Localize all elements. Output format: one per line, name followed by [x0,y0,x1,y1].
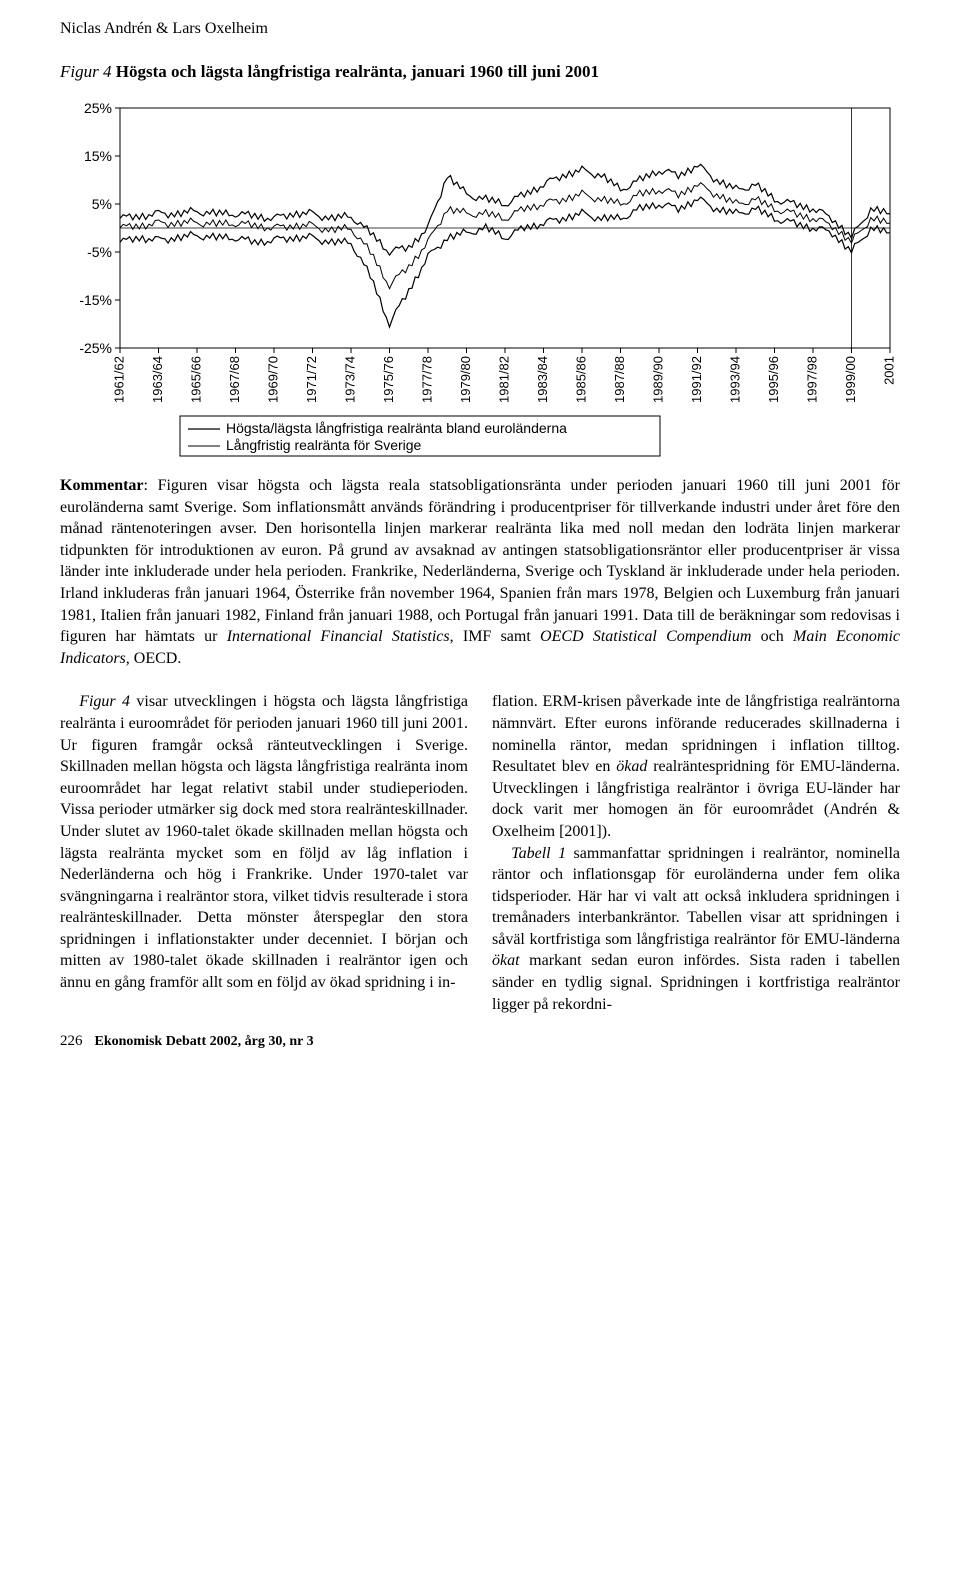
svg-text:1961/62: 1961/62 [111,356,126,403]
kommentar-label: Kommentar [60,477,144,494]
tabell-ref: Tabell 1 [511,845,566,862]
page-number: 226 [60,1033,83,1050]
page-footer: 226 Ekonomisk Debatt 2002, årg 30, nr 3 [60,1033,900,1050]
svg-text:1997/98: 1997/98 [804,356,819,403]
svg-text:5%: 5% [92,196,112,212]
column-right: flation. ERM-krisen påverkade inte de lå… [492,691,900,1015]
svg-text:1977/78: 1977/78 [419,356,434,403]
kommentar-italic1: International Financial Statistics [227,628,450,645]
figure-title: Figur 4 Högsta och lägsta långfristiga r… [60,62,900,82]
svg-text:1999/00: 1999/00 [843,356,858,403]
kommentar-italic2: OECD Statistical Compendium [540,628,751,645]
authors-line: Niclas Andrén & Lars Oxelheim [60,20,900,38]
kommentar-text-post: , OECD. [126,650,182,667]
chart-container: 25% 15% 5% -5% -15% -25%1961/62 1963/64 1965/66… [60,98,900,463]
svg-text:1995/96: 1995/96 [766,356,781,403]
svg-text:1991/92: 1991/92 [689,356,704,403]
svg-text:1973/74: 1973/74 [342,356,357,403]
svg-text:1965/66: 1965/66 [188,356,203,403]
fig-ref-left: Figur 4 [79,693,130,710]
svg-text:-15%: -15% [79,292,112,308]
figure-title-text: Högsta och lägsta långfristiga realränta… [116,62,599,81]
svg-text:1983/84: 1983/84 [535,356,550,403]
svg-text:15%: 15% [84,148,112,164]
svg-text:1963/64: 1963/64 [150,356,165,403]
kommentar-text-mid: , IMF samt [450,628,540,645]
kommentar-block: Kommentar: Figuren visar högsta och lägs… [60,475,900,669]
svg-text:Långfristig realränta för Sver: Långfristig realränta för Sverige [226,437,422,453]
body-columns: Figur 4 visar utvecklingen i högsta och … [60,691,900,1015]
col-right-italic1: ökad [616,758,647,775]
svg-text:1993/94: 1993/94 [727,356,742,403]
journal-ref: Ekonomisk Debatt 2002, årg 30, nr 3 [95,1034,314,1050]
svg-text:-5%: -5% [87,244,112,260]
svg-text:1979/80: 1979/80 [458,356,473,403]
line-chart: 25% 15% 5% -5% -15% -25%1961/62 1963/64 1965/66… [60,98,900,458]
svg-text:25%: 25% [84,100,112,116]
column-left: Figur 4 visar utvecklingen i högsta och … [60,691,468,1015]
svg-text:1975/76: 1975/76 [381,356,396,403]
svg-text:1987/88: 1987/88 [612,356,627,403]
svg-text:2001: 2001 [881,356,896,385]
kommentar-text-pre: : Figuren visar högsta och lägsta reala … [60,477,900,645]
svg-text:-25%: -25% [79,340,112,356]
svg-text:1989/90: 1989/90 [650,356,665,403]
col-right-italic2: ökat [492,952,520,969]
figure-label: Figur 4 [60,62,111,81]
svg-text:1981/82: 1981/82 [496,356,511,403]
col-right-p2b: markant sedan euron infördes. Sista rade… [492,952,900,1012]
svg-text:1971/72: 1971/72 [304,356,319,403]
svg-text:1985/86: 1985/86 [573,356,588,403]
kommentar-text-mid2: och [751,628,793,645]
svg-text:Högsta/lägsta långfristiga rea: Högsta/lägsta långfristiga realränta bla… [226,420,567,436]
svg-text:1967/68: 1967/68 [227,356,242,403]
svg-text:1969/70: 1969/70 [265,356,280,403]
col-left-p1: visar utvecklingen i högsta och lägsta l… [60,693,468,991]
